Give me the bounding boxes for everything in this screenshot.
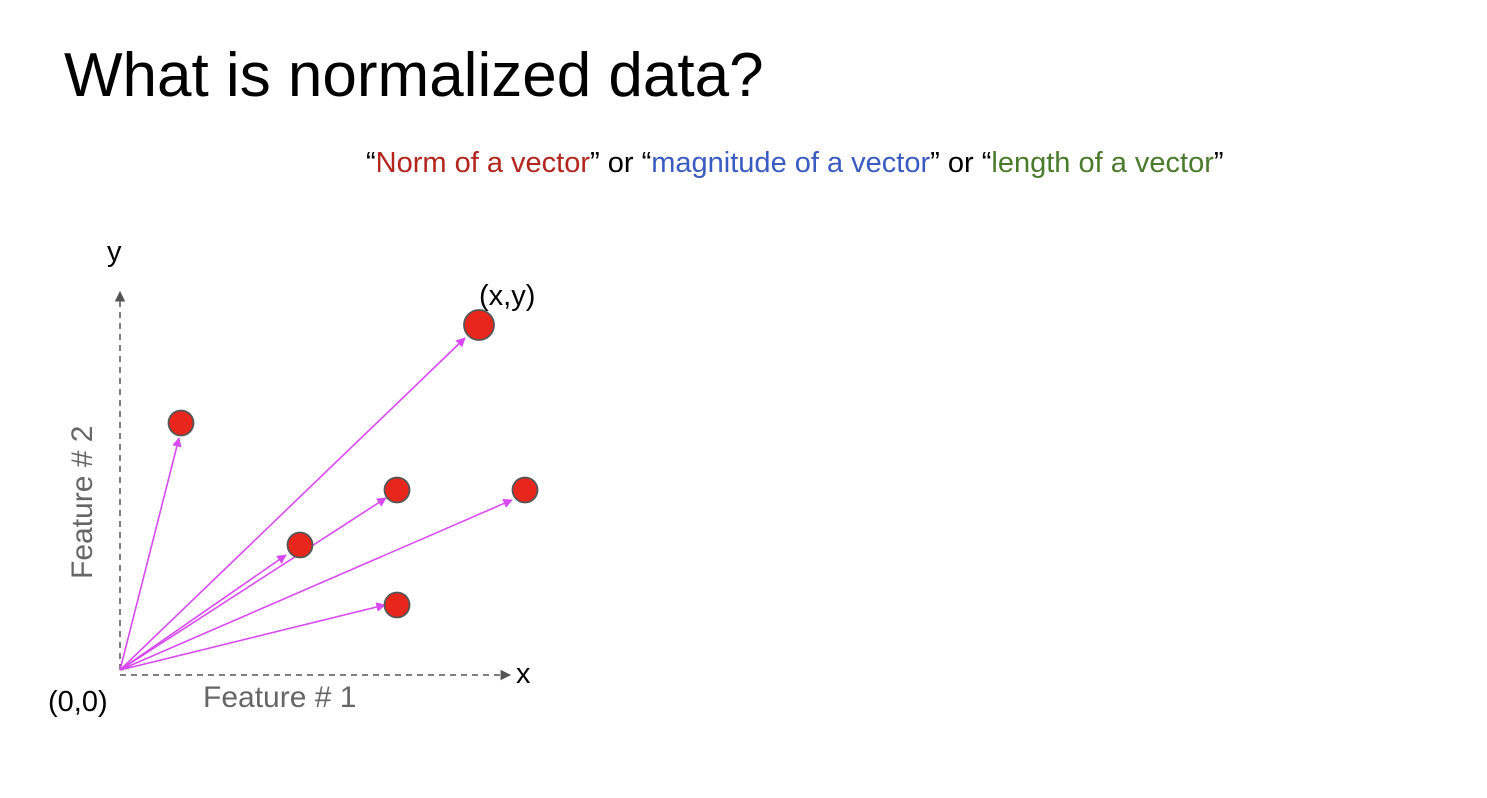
open-quote-2: “	[641, 147, 652, 179]
slide-title: What is normalized data?	[64, 41, 764, 110]
close-quote-1: ”	[590, 147, 600, 179]
vector-arrow	[119, 602, 386, 671]
open-quote-3: “	[981, 147, 992, 179]
vector-arrow	[119, 554, 287, 671]
norm-term: Norm of a vector	[375, 147, 591, 179]
point-label: (x,y)	[479, 280, 535, 312]
feature-2-label: Feature # 2	[66, 426, 99, 579]
vector-arrow	[119, 337, 466, 671]
x-axis-label: x	[516, 658, 531, 690]
data-point	[167, 409, 195, 437]
data-point	[383, 591, 411, 619]
length-term: length of a vector	[991, 147, 1214, 179]
magnitude-term: magnitude of a vector	[651, 147, 931, 179]
open-quote-1: “	[366, 147, 376, 179]
close-quote-3: ”	[1213, 147, 1224, 179]
y-axis-label: y	[107, 236, 122, 268]
or-connector-1: or	[599, 147, 642, 179]
or-connector-2: or	[939, 147, 982, 179]
vector-arrow	[119, 437, 182, 671]
vector-arrow	[119, 499, 513, 671]
feature-1-label: Feature # 1	[203, 681, 356, 714]
data-point	[383, 476, 411, 504]
subtitle: “Norm of a vector” or “magnitude of a ve…	[366, 146, 1224, 181]
vector-arrow	[119, 497, 387, 671]
close-quote-2: ”	[930, 147, 940, 179]
data-point	[511, 476, 539, 504]
data-point-xy	[463, 309, 495, 341]
origin-label: (0,0)	[48, 686, 108, 718]
data-point	[286, 531, 314, 559]
